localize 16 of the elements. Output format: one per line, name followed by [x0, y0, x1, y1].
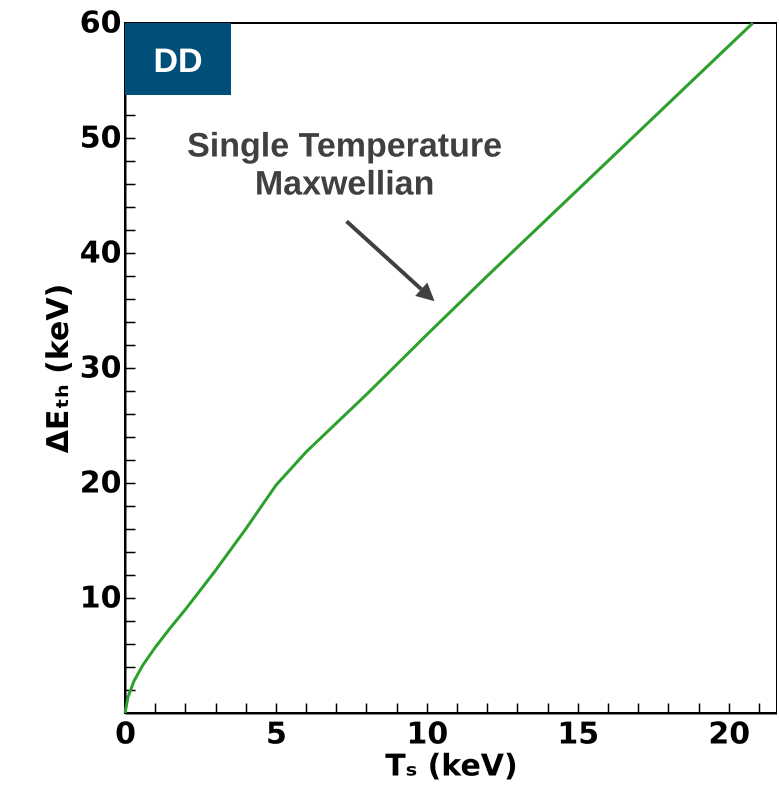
annotation: Single Temperature Maxwellian: [187, 126, 502, 202]
y-tick-label: 10: [80, 580, 122, 616]
x-tick-label: 15: [557, 716, 600, 752]
x-tick-label: 20: [708, 716, 750, 752]
x-axis-title: Tₛ (keV): [385, 748, 518, 784]
y-tick-label: 60: [80, 6, 122, 40]
y-tick-label: 40: [80, 236, 122, 270]
y-tick-label: 30: [80, 350, 122, 386]
panel-label: DD: [125, 23, 231, 95]
annotation: DD: [153, 42, 203, 80]
y-tick-label: 20: [80, 466, 122, 500]
x-tick-label: 5: [266, 716, 287, 752]
x-tick-label: 0: [115, 716, 136, 752]
x-tick-label: 10: [406, 716, 448, 752]
y-tick-label: 50: [80, 120, 122, 156]
y-axis-title: ΔEₜₕ (keV): [40, 284, 76, 454]
